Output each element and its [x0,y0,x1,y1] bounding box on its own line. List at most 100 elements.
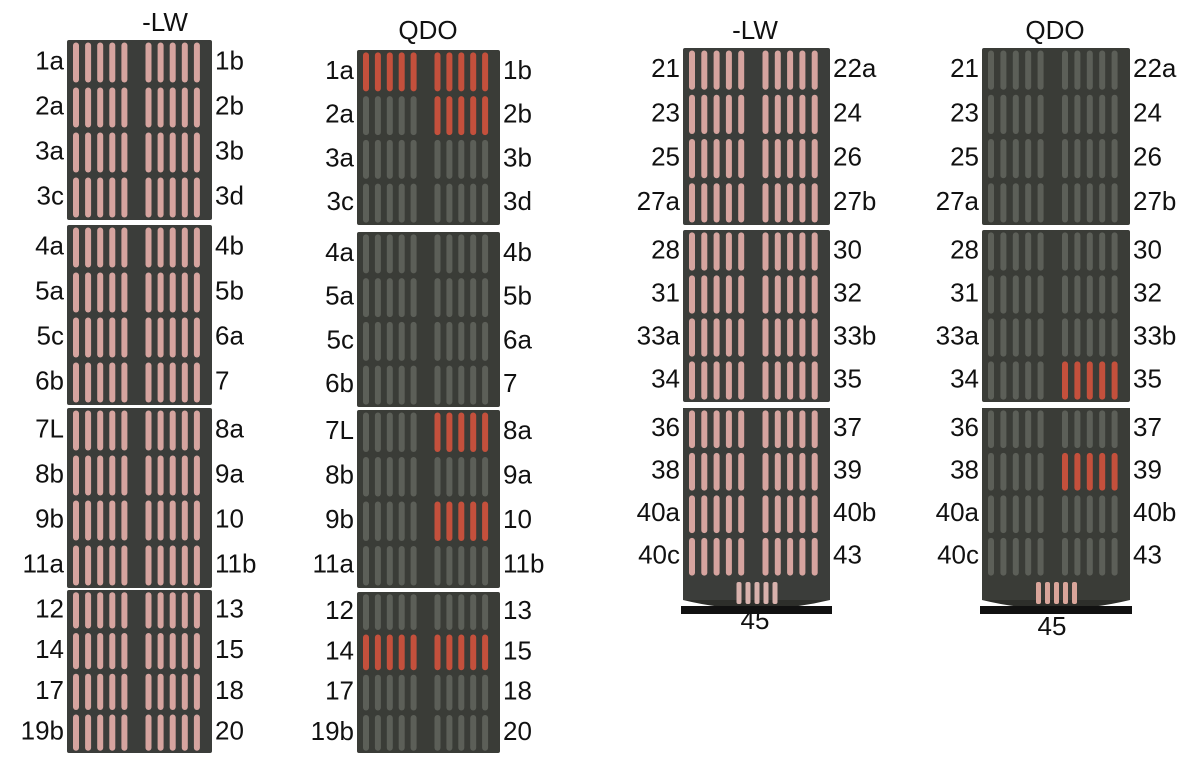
streak [1038,183,1044,222]
streak [446,234,452,273]
column-header: -LW [732,15,778,45]
streak [738,139,744,178]
streak [73,592,79,628]
streak [482,184,488,223]
row-label-right: 1b [503,55,532,85]
streak [482,501,488,541]
streak [121,43,127,83]
streak [182,546,188,586]
streak [121,633,127,669]
row-label-left: 28 [950,234,979,264]
streak [109,178,115,218]
streak [1112,232,1118,270]
row-label-left: 14 [325,635,354,665]
streak [97,228,103,268]
streak [1038,139,1044,178]
streak [482,278,488,317]
streak [458,140,464,179]
row-label-right: 26 [833,142,862,172]
streak [387,278,393,317]
streak [1087,495,1093,533]
streak [121,88,127,128]
streak [182,674,188,710]
streak [701,183,707,222]
row-label-left: 5c [327,324,354,354]
streak [458,634,464,670]
streak [85,228,91,268]
streak [746,582,751,604]
streak [689,361,695,399]
streak [411,501,417,541]
row-label-right: 40b [1133,497,1176,527]
streak [109,228,115,268]
streak [988,495,994,533]
row-label-right: 7 [215,365,229,395]
streak [73,411,79,451]
row-label-left: 3c [37,180,64,210]
row-label-left: 40a [936,497,980,527]
streak [812,318,818,356]
streak [158,318,164,358]
streak [446,184,452,223]
streak [1099,318,1105,356]
streak [1074,495,1080,533]
streak [1099,538,1105,576]
streak [387,184,393,223]
streak [399,412,405,452]
streak [763,50,769,89]
streak [1099,410,1105,448]
streak [121,674,127,710]
streak [482,675,488,711]
streak [182,501,188,541]
row-label-left: 34 [651,363,680,393]
streak [775,275,781,313]
streak [363,96,369,135]
streak [121,546,127,586]
streak [73,501,79,541]
streak [399,52,405,91]
streak [988,139,994,178]
streak [411,184,417,223]
streak [435,412,441,452]
streak [775,538,781,576]
row-label-left: 6b [325,368,354,398]
streak [482,140,488,179]
streak [435,546,441,586]
streak [988,50,994,89]
row-label-left: 3c [327,186,354,216]
row-label-right: 13 [503,595,532,625]
streak [121,273,127,313]
streak [1025,183,1031,222]
row-label-left: 1a [35,45,64,75]
streak [689,139,695,178]
column-header: QDO [1025,15,1084,45]
streak [387,412,393,452]
row-label-left: 19b [311,716,354,746]
streak [109,273,115,313]
row-label-left: 12 [325,595,354,625]
streak [387,322,393,361]
column-header: QDO [398,15,457,45]
streak [988,410,994,448]
streak [97,411,103,451]
streak [170,178,176,218]
streak [1112,538,1118,576]
streak [85,273,91,313]
streak [482,52,488,91]
streak [738,453,744,491]
streak [689,50,695,89]
streak [787,410,793,448]
streak [85,633,91,669]
streak [1087,361,1093,399]
streak [470,234,476,273]
streak [97,178,103,218]
bottom-label: 45 [741,605,770,635]
streak [1062,50,1068,89]
streak [1000,318,1006,356]
streak [988,183,994,222]
streak [73,88,79,128]
streak [458,278,464,317]
streak [435,634,441,670]
streak [1000,232,1006,270]
streak [109,88,115,128]
